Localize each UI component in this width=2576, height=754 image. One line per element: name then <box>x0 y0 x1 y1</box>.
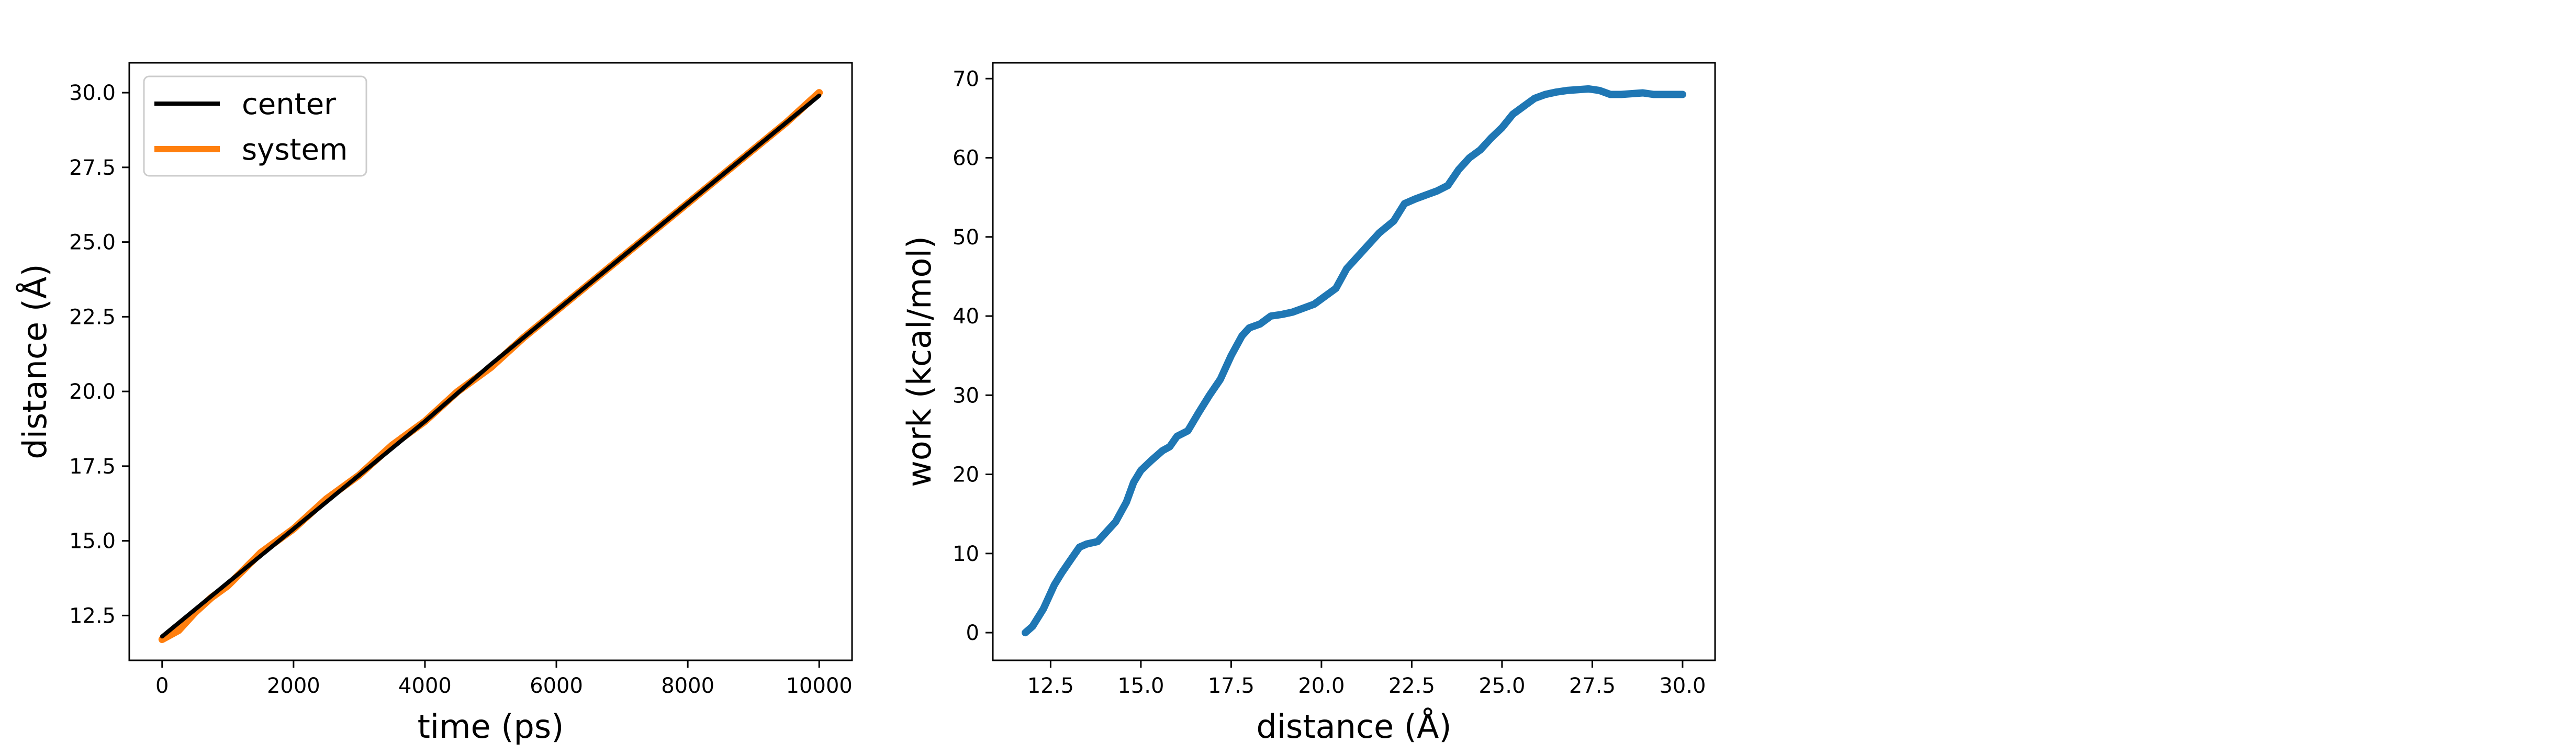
chart2-x-axis-title: distance (Å) <box>1256 707 1451 746</box>
chart1-y-tick-label: 17.5 <box>69 455 116 479</box>
chart1-y-axis-title: distance (Å) <box>16 264 54 459</box>
chart1-x-tick-label: 2000 <box>267 674 320 698</box>
chart2-series-layer <box>1022 85 1686 637</box>
chart1-x-tick-label: 4000 <box>398 674 452 698</box>
chart2-y-tick-label: 0 <box>966 621 979 645</box>
chart1-y-tick-label: 22.5 <box>69 305 116 329</box>
chart1-y-tick-label: 30.0 <box>69 81 116 105</box>
chart2-x-tick-label: 22.5 <box>1388 674 1435 698</box>
chart2-x-tick-label: 25.0 <box>1479 674 1525 698</box>
chart2-x-tick-label: 20.0 <box>1298 674 1345 698</box>
chart2-y-tick-label: 10 <box>953 542 979 566</box>
chart1-legend: center system <box>143 75 367 177</box>
chart1-x-tick-label: 6000 <box>530 674 583 698</box>
chart2-x-tick-label: 12.5 <box>1027 674 1074 698</box>
chart2-y-axis-title: work (kcal/mol) <box>900 236 938 487</box>
chart2-x-tick-label: 30.0 <box>1659 674 1706 698</box>
chart1-x-axis-title: time (ps) <box>418 707 564 746</box>
chart2-y-tick-label: 70 <box>953 67 979 91</box>
chart1-x-tick-label: 0 <box>155 674 169 698</box>
chart1-x-tick-label: 8000 <box>661 674 714 698</box>
chart1-y-tick-label: 20.0 <box>69 380 116 404</box>
chart2-y-tick-label: 60 <box>953 147 979 171</box>
chart1-series-layer <box>158 89 823 643</box>
chart2-x-tick-label: 17.5 <box>1208 674 1255 698</box>
chart2-y-tick-label: 20 <box>953 463 979 487</box>
distance-vs-time-chart: 0 2000 4000 6000 8000 10000 12.5 15.0 17.5 20.0 22… <box>16 62 853 746</box>
legend-label-center: center <box>242 87 337 121</box>
chart2-y-tick-label: 50 <box>953 226 979 250</box>
chart2-x-tick-label: 27.5 <box>1569 674 1616 698</box>
chart1-x-tick-label: 10000 <box>786 674 853 698</box>
chart1-axes-frame <box>128 62 853 661</box>
chart2-axes-frame <box>992 62 1716 661</box>
chart1-ticks-layer: 0 2000 4000 6000 8000 10000 12.5 15.0 17.5 20.0 22… <box>69 81 853 698</box>
legend-label-system: system <box>242 133 348 167</box>
chart2-x-tick-label: 15.0 <box>1117 674 1164 698</box>
chart2-y-tick-label: 40 <box>953 305 979 329</box>
chart1-y-tick-label: 27.5 <box>69 156 116 180</box>
work-vs-distance-chart: 12.5 15.0 17.5 20.0 22.5 25.0 27.5 30.0 0 10 20 30 4… <box>900 62 1716 746</box>
chart1-y-tick-label: 15.0 <box>69 530 116 554</box>
chart2-series-line-work <box>1022 85 1686 637</box>
chart1-y-tick-label: 25.0 <box>69 231 116 255</box>
chart1-series-line-center <box>160 93 822 639</box>
chart2-ticks-layer: 12.5 15.0 17.5 20.0 22.5 25.0 27.5 30.0 0 10 20 30 4… <box>953 67 1706 698</box>
chart1-y-tick-label: 12.5 <box>69 604 116 628</box>
chart2-y-tick-label: 30 <box>953 384 979 408</box>
